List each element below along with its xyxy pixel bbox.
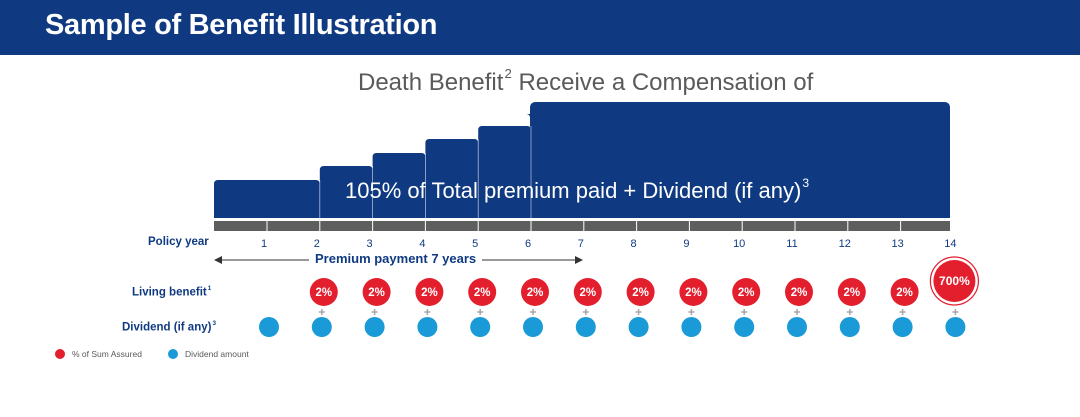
dividend-dot-year-2 bbox=[311, 317, 332, 337]
legend-sum-assured-label: % of Sum Assured bbox=[72, 349, 142, 359]
death-benefit-footnote: 2 bbox=[504, 66, 512, 81]
header-title: Sample of Benefit Illustration bbox=[45, 9, 438, 41]
dividend-dot-year-11 bbox=[787, 317, 807, 337]
dividend-dot-year-9 bbox=[681, 317, 702, 337]
living-benefit-value-year-5: 2% bbox=[474, 287, 491, 299]
living-benefit-value-year-11: 2% bbox=[791, 287, 808, 299]
living-benefit-circle-year-8 bbox=[626, 278, 655, 306]
premium-arrow-right-head bbox=[575, 256, 583, 264]
dividend-label: Dividend (if any)3 bbox=[122, 320, 216, 334]
living-benefit-value-year-8: 2% bbox=[632, 287, 649, 299]
dividend-dot-year-7 bbox=[575, 317, 596, 337]
death-benefit-title: Death Benefit2 Receive a Compensation of bbox=[358, 66, 813, 97]
living-benefit-value-year-14: 700% bbox=[939, 274, 970, 288]
dividend-dot-year-1 bbox=[259, 317, 279, 337]
living-benefit-circle-year-6 bbox=[521, 278, 549, 306]
living-benefit-circle-year-13 bbox=[890, 278, 919, 306]
policy-year-10: 10 bbox=[733, 238, 745, 250]
premium-payment-label: Premium payment 7 years bbox=[309, 251, 483, 266]
header-bar: Sample of Benefit Illustration bbox=[0, 0, 1080, 55]
living-benefit-label-text: Living benefit bbox=[132, 286, 207, 299]
timeline-bar bbox=[214, 221, 950, 231]
living-benefit-circle-year-4 bbox=[415, 278, 444, 306]
legend-dividend-label: Dividend amount bbox=[185, 349, 249, 359]
dividend-label-text: Dividend (if any) bbox=[122, 321, 212, 334]
policy-year-9: 9 bbox=[683, 238, 689, 250]
legend-dividend: Dividend amount bbox=[168, 349, 249, 359]
policy-year-14: 14 bbox=[944, 238, 956, 250]
dividend-dot-year-10 bbox=[734, 317, 755, 337]
dividend-dot-year-4 bbox=[417, 317, 438, 337]
living-benefit-value-year-9: 2% bbox=[685, 287, 702, 299]
living-benefit-value-year-12: 2% bbox=[843, 287, 860, 299]
living-benefit-circle-year-12 bbox=[837, 278, 866, 306]
legend-sum-assured: % of Sum Assured bbox=[55, 349, 142, 359]
dividend-dot-year-13 bbox=[892, 317, 913, 337]
compensation-banner-text: 105% of Total premium paid + Dividend (i… bbox=[345, 176, 809, 204]
dividend-dot-year-8 bbox=[628, 317, 649, 337]
dividend-footnote: 3 bbox=[212, 320, 216, 327]
living-benefit-value-year-2: 2% bbox=[315, 287, 332, 299]
living-benefit-circle-year-11 bbox=[785, 278, 813, 306]
living-benefit-value-year-13: 2% bbox=[896, 287, 913, 299]
living-benefit-value-year-3: 2% bbox=[368, 287, 385, 299]
living-benefit-footnote: 1 bbox=[207, 285, 212, 292]
living-benefit-value-year-4: 2% bbox=[421, 287, 438, 299]
step-block-year-2 bbox=[319, 166, 373, 218]
dividend-dot-year-14 bbox=[945, 317, 966, 337]
compensation-banner-footnote: 3 bbox=[802, 176, 810, 190]
policy-year-11: 11 bbox=[786, 238, 797, 250]
step-block-year-3 bbox=[372, 153, 426, 218]
living-benefit-value-year-6: 2% bbox=[527, 287, 544, 299]
living-benefit-circle-year-7 bbox=[573, 278, 602, 306]
policy-year-7: 7 bbox=[578, 238, 584, 250]
policy-year-2: 2 bbox=[314, 238, 320, 250]
death-benefit-title-text: Death Benefit bbox=[358, 68, 504, 96]
living-benefit-circle-year-5 bbox=[468, 278, 497, 306]
dividend-dot-year-3 bbox=[364, 317, 385, 337]
step-block-year-4 bbox=[425, 139, 479, 218]
policy-year-1: 1 bbox=[261, 238, 267, 250]
policy-year-12: 12 bbox=[839, 238, 851, 250]
living-benefit-label: Living benefit1 bbox=[132, 285, 211, 299]
dividend-dot-year-12 bbox=[839, 317, 860, 337]
death-benefit-title-rest: Receive a Compensation of bbox=[511, 68, 814, 96]
legend-blue-dot-icon bbox=[168, 349, 178, 359]
living-benefit-circle-year-3 bbox=[362, 278, 391, 306]
compensation-block bbox=[530, 102, 950, 218]
living-benefit-circle-year-10 bbox=[732, 278, 761, 306]
step-block-year-5 bbox=[478, 126, 531, 218]
living-benefit-value-year-7: 2% bbox=[579, 287, 596, 299]
premium-arrow-left-head bbox=[214, 256, 222, 264]
policy-year-13: 13 bbox=[891, 238, 903, 250]
policy-year-3: 3 bbox=[367, 238, 373, 250]
living-benefit-circle-year-9 bbox=[679, 278, 708, 306]
living-benefit-circle-year-2 bbox=[309, 278, 338, 306]
policy-year-8: 8 bbox=[631, 238, 637, 250]
policy-year-label: Policy year bbox=[148, 236, 209, 248]
dividend-dot-year-5 bbox=[470, 317, 491, 337]
dividend-dot-year-6 bbox=[523, 317, 543, 337]
policy-year-6: 6 bbox=[525, 238, 531, 250]
policy-year-4: 4 bbox=[419, 238, 425, 250]
living-benefit-value-year-10: 2% bbox=[738, 287, 755, 299]
policy-year-5: 5 bbox=[472, 238, 478, 250]
step-block-year-1 bbox=[214, 180, 320, 218]
compensation-banner-label: 105% of Total premium paid + Dividend (i… bbox=[345, 177, 802, 203]
legend-red-dot-icon bbox=[55, 349, 65, 359]
living-benefit-circle-year-14 bbox=[933, 260, 976, 302]
